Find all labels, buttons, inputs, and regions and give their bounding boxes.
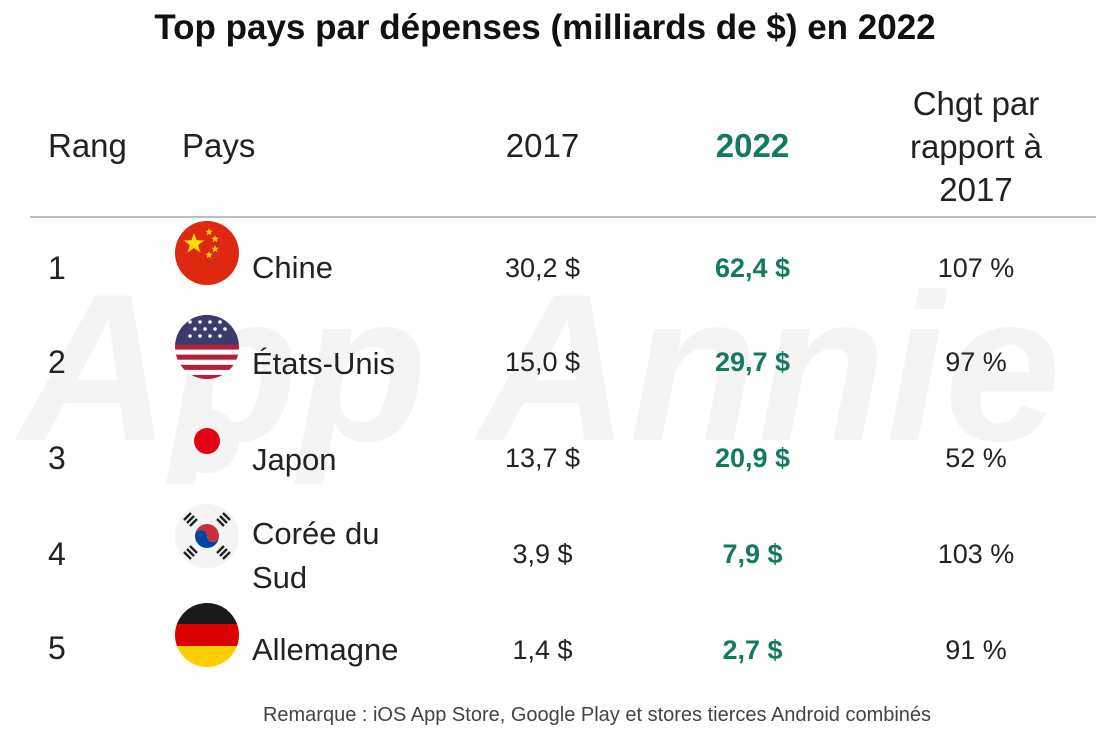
country-cell: Corée du Sud bbox=[252, 512, 452, 600]
country-cell: Allemagne bbox=[252, 632, 399, 667]
change-cell: 97 % bbox=[945, 347, 1007, 377]
table-row: 3 Japon 13,7 $ 20,9 $ 52 % bbox=[0, 409, 1114, 504]
chart-title: Top pays par dépenses (milliards de $) e… bbox=[154, 8, 936, 47]
rank-cell: 5 bbox=[48, 630, 66, 666]
value-2017-cell: 1,4 $ bbox=[512, 635, 573, 665]
rank-cell: 4 bbox=[48, 536, 66, 572]
column-header-rank: Rang bbox=[48, 127, 127, 164]
value-2017-cell: 30,2 $ bbox=[504, 253, 581, 283]
germany-flag-icon bbox=[175, 603, 239, 667]
value-2017-cell: 15,0 $ bbox=[504, 347, 581, 377]
value-2022-cell: 20,9 $ bbox=[714, 443, 791, 473]
change-cell: 52 % bbox=[945, 443, 1007, 473]
table-row: 5 Allemagne 1,4 $ 2,7 $ 91 % bbox=[0, 603, 1114, 696]
column-header-change-line1: Chgt par bbox=[912, 85, 1040, 122]
country-cell: États-Unis bbox=[252, 346, 395, 381]
footnote: Remarque : iOS App Store, Google Play et… bbox=[262, 704, 932, 726]
table-row: 1 Chine 30,2 $ 62,4 $ 107 % bbox=[0, 221, 1114, 312]
value-2017-cell: 13,7 $ bbox=[504, 443, 581, 473]
value-2022-cell: 62,4 $ bbox=[714, 253, 791, 283]
value-2022-cell: 2,7 $ bbox=[722, 635, 783, 665]
usa-flag-icon bbox=[175, 315, 239, 379]
change-cell: 103 % bbox=[937, 539, 1015, 569]
china-flag-icon bbox=[175, 221, 239, 285]
column-header-change-line3: 2017 bbox=[939, 171, 1013, 208]
rank-cell: 2 bbox=[48, 344, 66, 380]
change-cell: 91 % bbox=[945, 635, 1007, 665]
country-line1: Corée du bbox=[252, 516, 380, 551]
value-2017-cell: 3,9 $ bbox=[512, 539, 573, 569]
country-line2: Sud bbox=[252, 560, 308, 595]
japan-flag-icon bbox=[175, 409, 239, 473]
table-row: 4 Corée du Sud 3,9 $ 7,9 $ 103 % bbox=[0, 504, 1114, 596]
column-header-change-line2: rapport à bbox=[909, 128, 1043, 165]
south-korea-flag-icon bbox=[175, 504, 239, 568]
country-cell: Japon bbox=[252, 442, 337, 477]
change-cell: 107 % bbox=[937, 253, 1015, 283]
column-header-country: Pays bbox=[182, 127, 256, 164]
column-header-change: Chgt par rapport à 2017 bbox=[886, 82, 1066, 211]
header-divider bbox=[30, 216, 1096, 218]
rank-cell: 1 bbox=[48, 250, 66, 286]
value-2022-cell: 7,9 $ bbox=[722, 539, 783, 569]
table-row: 2 États-Unis 15,0 $ 29,7 $ 97 % bbox=[0, 315, 1114, 408]
country-cell: Chine bbox=[252, 250, 333, 285]
value-2022-cell: 29,7 $ bbox=[714, 347, 791, 377]
rank-cell: 3 bbox=[48, 440, 66, 476]
column-header-2022: 2022 bbox=[715, 127, 790, 164]
column-header-2017: 2017 bbox=[505, 127, 580, 164]
